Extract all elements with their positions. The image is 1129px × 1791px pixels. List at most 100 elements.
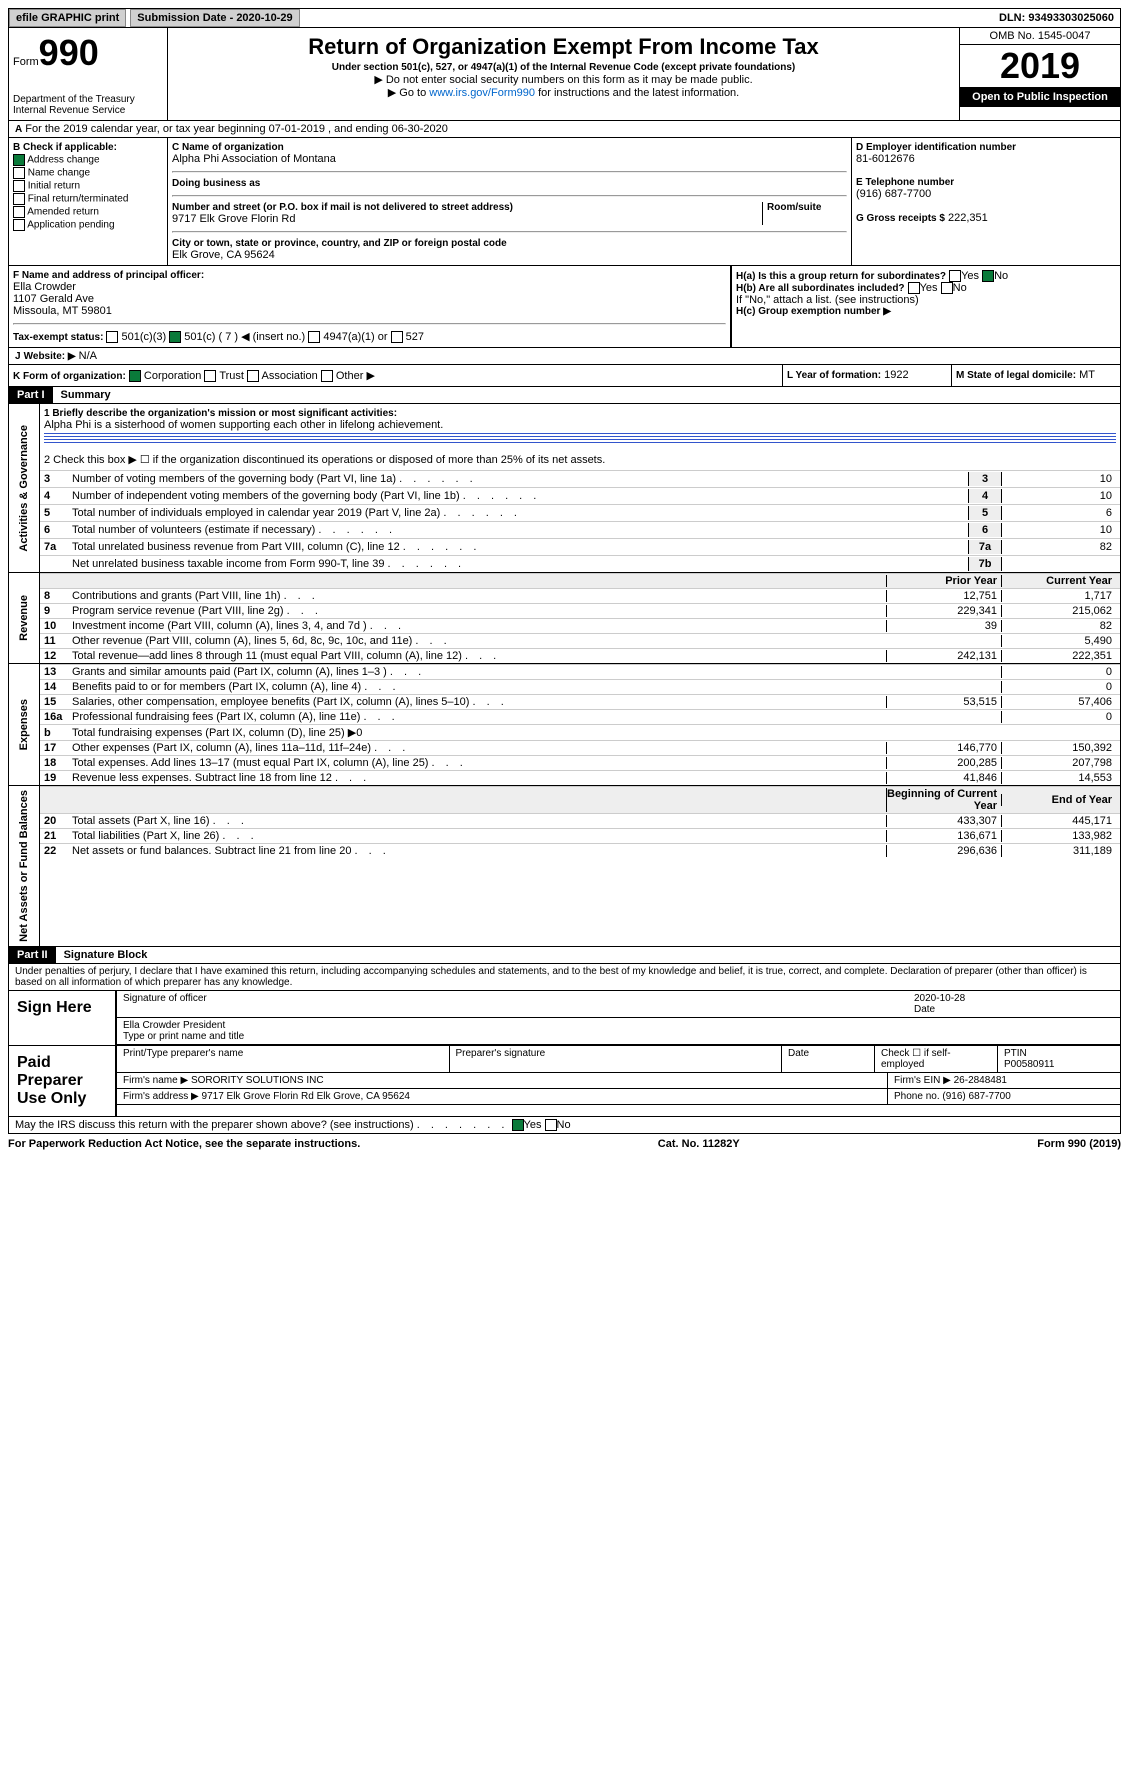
netassets-block: Net Assets or Fund Balances Beginning of… [8, 786, 1121, 947]
q2-label: 2 Check this box ▶ ☐ if the organization… [40, 449, 1120, 470]
street-value: 9717 Elk Grove Florin Rd [172, 213, 762, 225]
line-a-period: A For the 2019 calendar year, or tax yea… [8, 121, 1121, 138]
data-line: bTotal fundraising expenses (Part IX, co… [40, 724, 1120, 740]
omb-number: OMB No. 1545-0047 [960, 28, 1120, 45]
hc-row: H(c) Group exemption number ▶ [736, 306, 1116, 317]
dept-treasury: Department of the Treasury Internal Reve… [13, 94, 163, 116]
ein-value: 81-6012676 [856, 153, 1116, 165]
firm-addr: 9717 Elk Grove Florin Rd Elk Grove, CA 9… [202, 1091, 410, 1102]
q1-label: 1 Briefly describe the organization's mi… [44, 408, 1116, 419]
chk-name[interactable]: Name change [13, 167, 163, 179]
subtitle-2: ▶ Do not enter social security numbers o… [172, 73, 955, 86]
topbar: efile GRAPHIC print Submission Date - 20… [8, 8, 1121, 28]
data-line: 14Benefits paid to or for members (Part … [40, 679, 1120, 694]
revenue-block: Revenue Prior YearCurrent Year 8Contribu… [8, 573, 1121, 664]
sig-officer-label: Signature of officer [117, 991, 908, 1018]
dln: DLN: 93493303025060 [993, 10, 1120, 26]
footer-form: Form 990 (2019) [1037, 1138, 1121, 1150]
city-label: City or town, state or province, country… [172, 238, 847, 249]
data-line: 9Program service revenue (Part VIII, lin… [40, 603, 1120, 618]
data-line: 13Grants and similar amounts paid (Part … [40, 664, 1120, 679]
side-expenses: Expenses [16, 695, 32, 754]
hb-row: H(b) Are all subordinates included? Yes … [736, 282, 1116, 294]
gov-line: 3Number of voting members of the governi… [40, 470, 1120, 487]
c-name-label: C Name of organization [172, 142, 847, 153]
data-line: 19Revenue less expenses. Subtract line 1… [40, 770, 1120, 785]
page-footer: For Paperwork Reduction Act Notice, see … [8, 1134, 1121, 1154]
data-line: 20Total assets (Part X, line 16) . . .43… [40, 813, 1120, 828]
city-value: Elk Grove, CA 95624 [172, 249, 847, 261]
gov-line: 5Total number of individuals employed in… [40, 504, 1120, 521]
chk-final[interactable]: Final return/terminated [13, 193, 163, 205]
chk-address[interactable]: Address change [13, 154, 163, 166]
subtitle-3: ▶ Go to www.irs.gov/Form990 for instruct… [172, 86, 955, 99]
officer-label: F Name and address of principal officer: [13, 270, 726, 281]
chk-pending[interactable]: Application pending [13, 219, 163, 231]
footer-pra: For Paperwork Reduction Act Notice, see … [8, 1138, 360, 1150]
expenses-block: Expenses 13Grants and similar amounts pa… [8, 664, 1121, 786]
paid-preparer-label: Paid Preparer Use Only [9, 1046, 117, 1116]
ptin-value: P00580911 [1004, 1059, 1114, 1070]
sig-date: 2020-10-28 [914, 993, 1114, 1004]
firm-ein: 26-2848481 [954, 1075, 1007, 1086]
data-line: 11Other revenue (Part VIII, column (A), … [40, 633, 1120, 648]
form-label: Form [13, 56, 39, 68]
submission-date: Submission Date - 2020-10-29 [130, 9, 299, 27]
open-public-badge: Open to Public Inspection [960, 87, 1120, 107]
part-ii-header: Part IISignature Block [8, 947, 1121, 964]
gov-line: 4Number of independent voting members of… [40, 487, 1120, 504]
firm-phone: (916) 687-7700 [942, 1091, 1010, 1102]
dba-label: Doing business as [172, 178, 847, 189]
data-line: 17Other expenses (Part IX, column (A), l… [40, 740, 1120, 755]
side-netassets: Net Assets or Fund Balances [16, 786, 32, 946]
room-label: Room/suite [762, 202, 847, 225]
block-f-h: F Name and address of principal officer:… [8, 266, 1121, 348]
data-line: 21Total liabilities (Part X, line 26) . … [40, 828, 1120, 843]
paid-preparer-block: Paid Preparer Use Only Print/Type prepar… [8, 1046, 1121, 1117]
data-line: 10Investment income (Part VIII, column (… [40, 618, 1120, 633]
sign-here-block: Sign Here Signature of officer 2020-10-2… [8, 991, 1121, 1046]
phone-value: (916) 687-7700 [856, 188, 1116, 200]
side-revenue: Revenue [16, 591, 32, 645]
tax-exempt-row: Tax-exempt status: 501(c)(3) 501(c) ( 7 … [13, 330, 726, 343]
q1-answer: Alpha Phi is a sisterhood of women suppo… [44, 419, 1116, 431]
chk-amended[interactable]: Amended return [13, 206, 163, 218]
sign-here-label: Sign Here [9, 991, 117, 1045]
form-header: Form990 Department of the Treasury Inter… [8, 28, 1121, 121]
phone-label: E Telephone number [856, 177, 1116, 188]
governance-block: Activities & Governance 1 Briefly descri… [8, 404, 1121, 573]
footer-cat: Cat. No. 11282Y [658, 1138, 740, 1150]
data-line: 22Net assets or fund balances. Subtract … [40, 843, 1120, 858]
gross-label: G Gross receipts $ [856, 213, 945, 224]
subtitle-1: Under section 501(c), 527, or 4947(a)(1)… [172, 62, 955, 73]
perjury-text: Under penalties of perjury, I declare th… [8, 964, 1121, 991]
ein-label: D Employer identification number [856, 142, 1116, 153]
klm-row: K Form of organization: Corporation Trus… [8, 365, 1121, 387]
data-line: 16aProfessional fundraising fees (Part I… [40, 709, 1120, 724]
tax-year: 2019 [960, 45, 1120, 87]
data-line: 12Total revenue—add lines 8 through 11 (… [40, 648, 1120, 663]
officer-addr2: Missoula, MT 59801 [13, 305, 726, 317]
efile-print-button[interactable]: efile GRAPHIC print [9, 9, 126, 27]
officer-name: Ella Crowder [13, 281, 726, 293]
discuss-row: May the IRS discuss this return with the… [8, 1117, 1121, 1134]
data-line: 8Contributions and grants (Part VIII, li… [40, 588, 1120, 603]
chk-initial[interactable]: Initial return [13, 180, 163, 192]
gov-line: 7aTotal unrelated business revenue from … [40, 538, 1120, 555]
gov-line: 6Total number of volunteers (estimate if… [40, 521, 1120, 538]
firm-name: SORORITY SOLUTIONS INC [191, 1075, 324, 1086]
block-bcdefg: B Check if applicable: Address change Na… [8, 138, 1121, 266]
officer-addr1: 1107 Gerald Ave [13, 293, 726, 305]
street-label: Number and street (or P.O. box if mail i… [172, 202, 762, 213]
sig-name: Ella Crowder President [123, 1020, 1114, 1031]
ha-row: H(a) Is this a group return for subordin… [736, 270, 1116, 282]
gross-value: 222,351 [948, 212, 988, 224]
data-line: 18Total expenses. Add lines 13–17 (must … [40, 755, 1120, 770]
check-applicable: B Check if applicable: Address change Na… [9, 138, 168, 265]
form-title: Return of Organization Exempt From Incom… [172, 34, 955, 60]
form-990-number: 990 [39, 32, 99, 73]
part-i-header: Part ISummary [8, 387, 1121, 404]
gov-line: Net unrelated business taxable income fr… [40, 555, 1120, 572]
irs-link[interactable]: www.irs.gov/Form990 [429, 87, 535, 99]
hb-note: If "No," attach a list. (see instruction… [736, 294, 1116, 306]
